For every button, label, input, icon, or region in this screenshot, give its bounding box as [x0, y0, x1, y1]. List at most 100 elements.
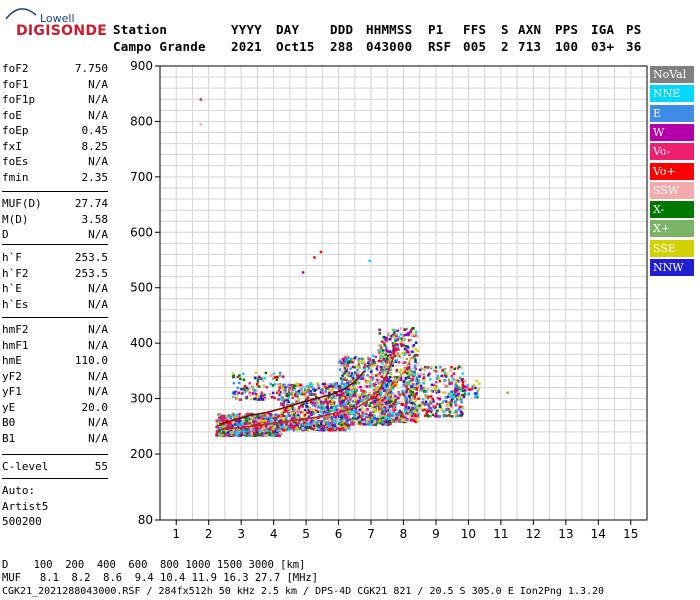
- echo-point: [278, 420, 281, 423]
- echo-point: [392, 415, 395, 418]
- echo-point: [259, 418, 262, 422]
- echo-point: [404, 351, 407, 355]
- echo-point: [289, 417, 292, 421]
- echo-point: [316, 382, 319, 385]
- echo-point: [308, 426, 312, 429]
- echo-point: [287, 413, 290, 416]
- echo-point: [293, 407, 296, 410]
- echo-point: [215, 433, 218, 436]
- echo-point: [390, 417, 393, 420]
- echo-point: [355, 389, 359, 392]
- echo-point: [342, 363, 346, 366]
- echo-point: [392, 410, 395, 413]
- echo-point: [336, 408, 339, 411]
- echo-point: [372, 360, 376, 364]
- echo-point: [237, 415, 241, 419]
- echo-point: [281, 375, 285, 378]
- echo-point: [412, 345, 415, 349]
- echo-point: [324, 385, 327, 388]
- legend-item-x: X-: [650, 201, 694, 219]
- echo-point: [349, 393, 353, 397]
- echo-point: [434, 370, 438, 373]
- echo-point: [403, 413, 406, 417]
- echo-point: [237, 391, 241, 394]
- echo-point: [226, 433, 230, 437]
- echo-point: [233, 392, 236, 395]
- echo-point: [263, 393, 266, 397]
- echo-point: [331, 403, 335, 406]
- echo-point: [253, 390, 257, 393]
- echo-point: [461, 372, 465, 375]
- echo-point: [415, 414, 419, 418]
- echo-point: [348, 386, 351, 389]
- echo-point: [263, 377, 266, 380]
- echo-point: [460, 410, 463, 414]
- echo-point: [338, 412, 342, 415]
- echo-point: [398, 420, 401, 423]
- echo-point: [459, 376, 462, 380]
- echo-point: [362, 395, 365, 399]
- echo-point: [353, 356, 356, 360]
- echo-point: [370, 385, 373, 388]
- echo-point: [389, 358, 392, 361]
- echo-point: [404, 396, 407, 399]
- echo-point: [413, 404, 416, 408]
- echo-point: [287, 428, 290, 431]
- echo-point: [283, 391, 287, 394]
- param-value: 20.0: [81, 400, 109, 414]
- echo-point: [378, 372, 382, 375]
- echo-point: [380, 405, 384, 409]
- echo-point: [349, 388, 352, 391]
- echo-point: [291, 412, 294, 415]
- echo-point: [414, 371, 417, 375]
- echo-point: [397, 397, 400, 400]
- echo-point: [462, 386, 465, 390]
- echo-point: [317, 419, 320, 423]
- echo-point: [383, 344, 386, 347]
- echo-point: [400, 412, 404, 415]
- echo-point: [382, 349, 385, 352]
- echo-point: [422, 388, 425, 391]
- echo-point: [380, 380, 383, 383]
- echo-point: [251, 415, 255, 419]
- echo-point: [360, 399, 363, 402]
- outlier-point: [319, 250, 323, 254]
- echo-point: [348, 411, 352, 415]
- echo-point: [389, 353, 392, 357]
- echo-point: [338, 427, 342, 431]
- echo-point: [219, 432, 223, 436]
- echo-point: [409, 419, 413, 422]
- echo-point: [426, 366, 430, 369]
- echo-point: [373, 422, 377, 425]
- echo-point: [382, 408, 385, 411]
- echo-point: [276, 375, 279, 379]
- echo-point: [423, 390, 426, 393]
- echo-point: [415, 378, 419, 381]
- echo-point: [362, 399, 365, 402]
- echo-point: [269, 417, 272, 421]
- echo-point: [398, 409, 402, 413]
- echo-point: [386, 420, 390, 424]
- echo-point: [301, 403, 305, 406]
- echo-point: [273, 416, 276, 420]
- echo-point: [385, 360, 389, 364]
- echo-point: [326, 426, 329, 429]
- echo-point: [462, 384, 465, 388]
- echo-point: [282, 405, 285, 408]
- echo-point: [443, 374, 447, 377]
- echo-point: [334, 382, 338, 385]
- echo-point: [337, 398, 341, 401]
- echo-point: [347, 388, 350, 391]
- echo-point: [374, 423, 377, 426]
- echo-point: [258, 375, 261, 379]
- echo-point: [273, 433, 277, 436]
- echo-point: [256, 417, 259, 420]
- echo-point: [461, 380, 465, 384]
- echo-point: [245, 434, 248, 437]
- echo-point: [466, 385, 469, 389]
- echo-point: [445, 414, 448, 417]
- echo-point: [373, 400, 377, 403]
- echo-point: [378, 409, 382, 413]
- echo-point: [275, 414, 279, 417]
- echo-point: [462, 395, 466, 399]
